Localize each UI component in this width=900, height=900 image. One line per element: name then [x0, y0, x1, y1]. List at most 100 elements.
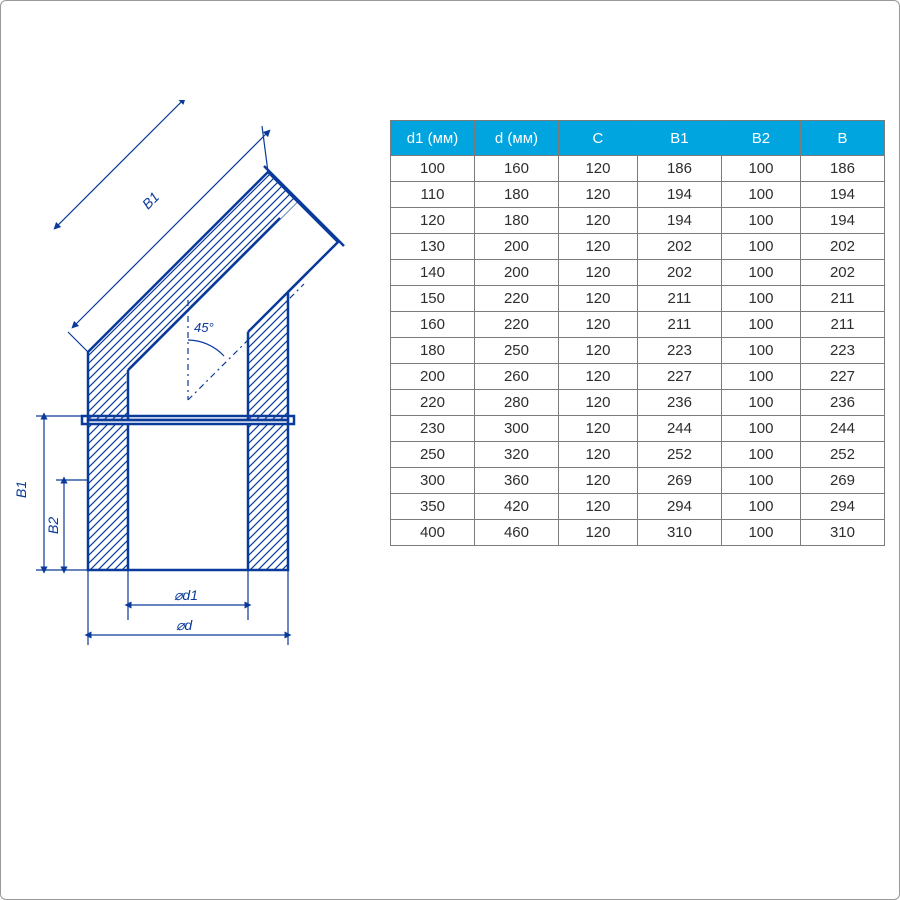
- table-cell: 220: [391, 390, 475, 416]
- table-cell: 236: [800, 390, 884, 416]
- table-cell: 400: [391, 520, 475, 546]
- table-cell: 211: [637, 312, 721, 338]
- table-cell: 252: [637, 442, 721, 468]
- col-header: d (мм): [474, 121, 558, 156]
- table-cell: 100: [721, 286, 800, 312]
- table-cell: 250: [391, 442, 475, 468]
- table-cell: 194: [637, 208, 721, 234]
- table-cell: 200: [391, 364, 475, 390]
- dim-label-d: ⌀d: [176, 617, 193, 633]
- table-cell: 130: [391, 234, 475, 260]
- table-cell: 100: [391, 156, 475, 182]
- table-cell: 150: [391, 286, 475, 312]
- table-row: 300360120269100269: [391, 468, 885, 494]
- table-cell: 350: [391, 494, 475, 520]
- table-row: 110180120194100194: [391, 182, 885, 208]
- table-cell: 186: [637, 156, 721, 182]
- col-header: C: [558, 121, 637, 156]
- table-cell: 120: [558, 156, 637, 182]
- table-cell: 100: [721, 416, 800, 442]
- table-cell: 202: [637, 234, 721, 260]
- dim-label-d1: ⌀d1: [174, 587, 198, 603]
- table-cell: 120: [558, 286, 637, 312]
- table-row: 350420120294100294: [391, 494, 885, 520]
- table-cell: 227: [637, 364, 721, 390]
- table-cell: 110: [391, 182, 475, 208]
- table-cell: 300: [391, 468, 475, 494]
- table-cell: 100: [721, 338, 800, 364]
- table-cell: 120: [558, 520, 637, 546]
- table-row: 130200120202100202: [391, 234, 885, 260]
- table-cell: 180: [474, 182, 558, 208]
- table-cell: 294: [800, 494, 884, 520]
- table-cell: 202: [800, 234, 884, 260]
- dim-label-angle: 45°: [194, 320, 214, 335]
- table-cell: 252: [800, 442, 884, 468]
- table-cell: 120: [558, 182, 637, 208]
- table-cell: 200: [474, 234, 558, 260]
- table-cell: 269: [637, 468, 721, 494]
- col-header: B1: [637, 121, 721, 156]
- table-cell: 120: [558, 338, 637, 364]
- table-cell: 230: [391, 416, 475, 442]
- table-cell: 120: [558, 390, 637, 416]
- table-cell: 310: [800, 520, 884, 546]
- table-cell: 120: [558, 442, 637, 468]
- table-cell: 211: [637, 286, 721, 312]
- table-cell: 100: [721, 234, 800, 260]
- table-cell: 120: [558, 468, 637, 494]
- table-cell: 220: [474, 286, 558, 312]
- table-cell: 100: [721, 442, 800, 468]
- table-cell: 120: [558, 312, 637, 338]
- table-cell: 320: [474, 442, 558, 468]
- table-cell: 100: [721, 260, 800, 286]
- table-cell: 244: [637, 416, 721, 442]
- table-cell: 180: [391, 338, 475, 364]
- dim-label-B1-side: B1: [13, 481, 29, 498]
- table-cell: 120: [558, 260, 637, 286]
- table-cell: 260: [474, 364, 558, 390]
- table-cell: 100: [721, 390, 800, 416]
- table-cell: 180: [474, 208, 558, 234]
- table-row: 180250120223100223: [391, 338, 885, 364]
- table-row: 220280120236100236: [391, 390, 885, 416]
- table-cell: 280: [474, 390, 558, 416]
- table-cell: 194: [800, 208, 884, 234]
- table-cell: 120: [558, 416, 637, 442]
- dim-label-B2: B2: [45, 517, 61, 534]
- table-row: 230300120244100244: [391, 416, 885, 442]
- table-cell: 250: [474, 338, 558, 364]
- table-cell: 194: [637, 182, 721, 208]
- table-cell: 420: [474, 494, 558, 520]
- table-cell: 227: [800, 364, 884, 390]
- table-cell: 223: [637, 338, 721, 364]
- table-cell: 223: [800, 338, 884, 364]
- table-cell: 100: [721, 520, 800, 546]
- table-row: 250320120252100252: [391, 442, 885, 468]
- table-cell: 211: [800, 312, 884, 338]
- table-row: 200260120227100227: [391, 364, 885, 390]
- table-cell: 160: [391, 312, 475, 338]
- table-cell: 100: [721, 364, 800, 390]
- table-cell: 140: [391, 260, 475, 286]
- table-cell: 310: [637, 520, 721, 546]
- table-cell: 220: [474, 312, 558, 338]
- table-cell: 211: [800, 286, 884, 312]
- dim-label-B1-top: B1: [139, 189, 162, 212]
- table-cell: 202: [637, 260, 721, 286]
- table-cell: 100: [721, 312, 800, 338]
- table-cell: 202: [800, 260, 884, 286]
- table-row: 400460120310100310: [391, 520, 885, 546]
- table-cell: 120: [391, 208, 475, 234]
- table-cell: 120: [558, 208, 637, 234]
- table-cell: 294: [637, 494, 721, 520]
- table-cell: 244: [800, 416, 884, 442]
- table-cell: 200: [474, 260, 558, 286]
- col-header: d1 (мм): [391, 121, 475, 156]
- col-header: B: [800, 121, 884, 156]
- table-cell: 120: [558, 234, 637, 260]
- table-cell: 186: [800, 156, 884, 182]
- table-cell: 269: [800, 468, 884, 494]
- table-cell: 100: [721, 468, 800, 494]
- table-row: 140200120202100202: [391, 260, 885, 286]
